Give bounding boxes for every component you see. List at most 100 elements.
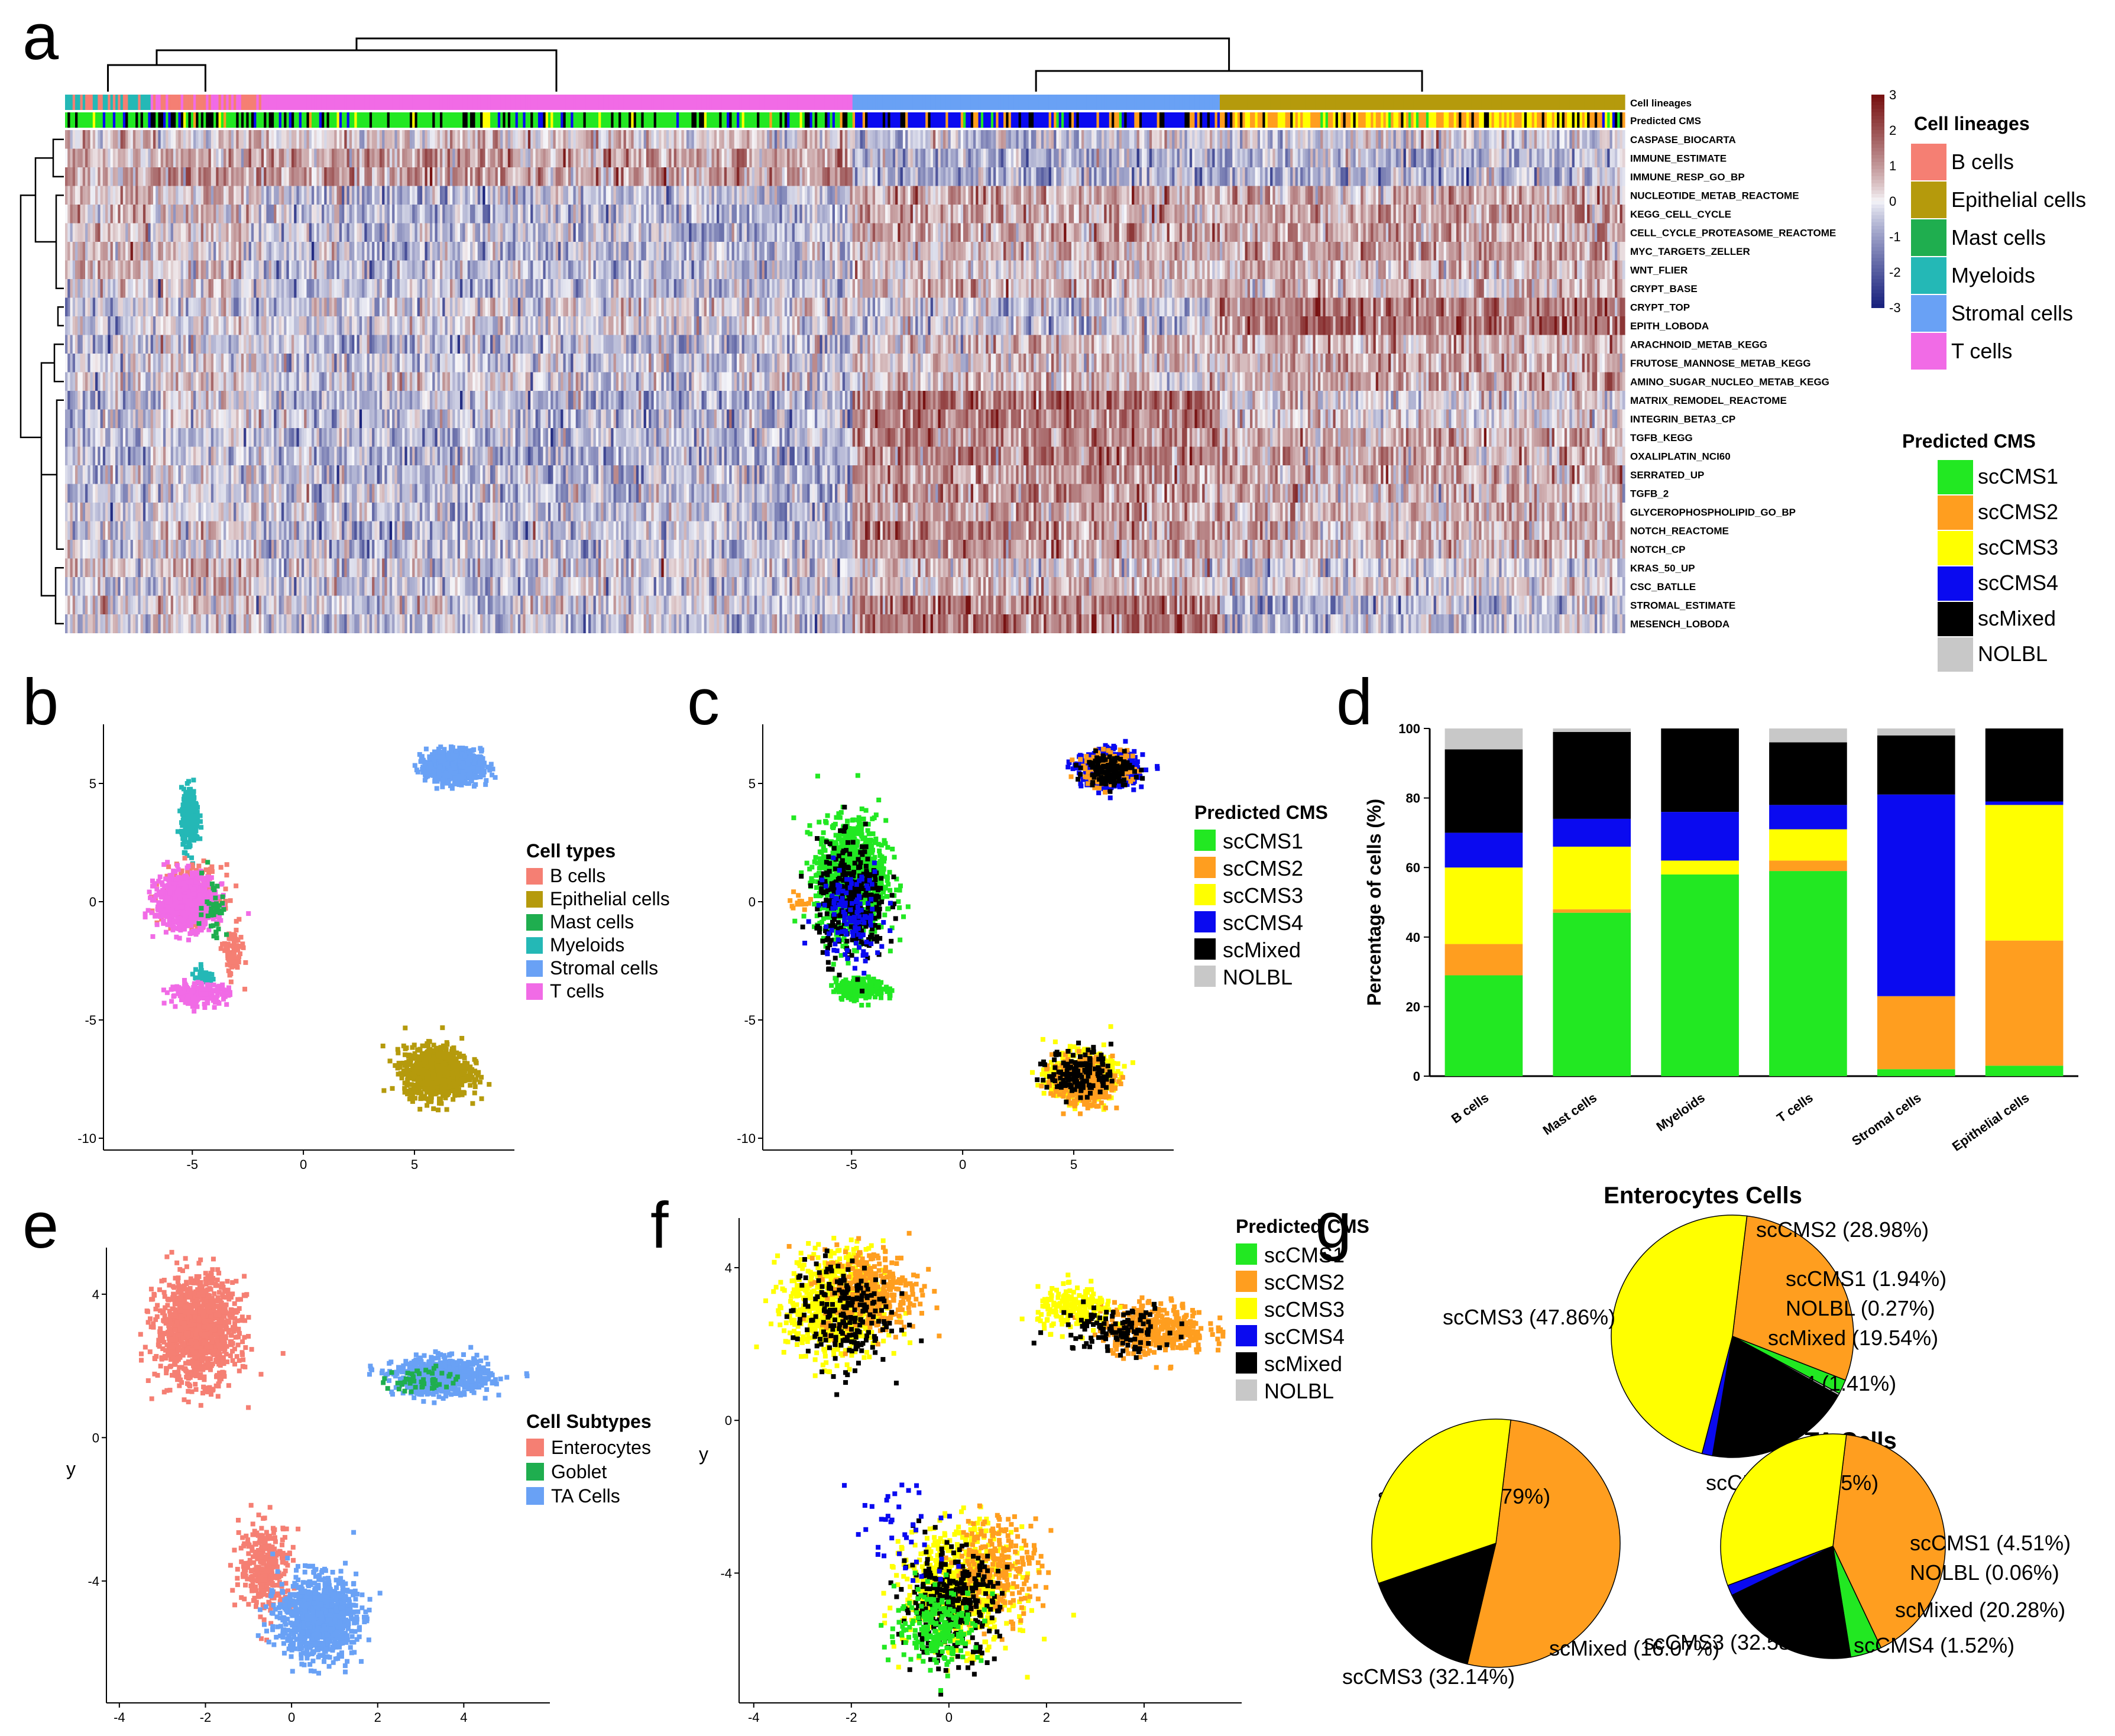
heatmap-cell — [85, 130, 88, 149]
heatmap-cell — [120, 558, 124, 578]
heatmap-cell — [457, 540, 461, 559]
heatmap-cell — [274, 297, 277, 317]
heatmap-cell — [85, 205, 88, 224]
heatmap-cell — [465, 428, 468, 447]
heatmap-cell — [153, 446, 156, 466]
heatmap-cell — [115, 316, 118, 335]
heatmap-cell — [477, 167, 481, 186]
heatmap-cell — [67, 521, 71, 540]
heatmap-cell — [135, 260, 138, 280]
heatmap-cell — [234, 484, 237, 503]
heatmap-cell — [429, 354, 433, 373]
heatmap-cell — [145, 558, 149, 578]
heatmap-cell — [241, 540, 244, 559]
heatmap-cell — [487, 484, 491, 503]
heatmap-cell — [439, 372, 443, 391]
heatmap-cell — [372, 521, 375, 540]
heatmap-cell — [387, 372, 390, 391]
heatmap-cell — [176, 558, 179, 578]
heatmap-cell — [88, 354, 91, 373]
heatmap-cell — [186, 372, 189, 391]
heatmap-cell — [216, 186, 219, 205]
annotation-cell — [98, 95, 101, 110]
heatmap-cell — [224, 372, 226, 391]
heatmap-cell — [148, 279, 151, 298]
heatmap-cell — [236, 540, 239, 559]
heatmap-cell — [467, 465, 471, 484]
heatmap-cell — [344, 316, 348, 335]
heatmap-cell — [102, 223, 106, 242]
heatmap-cell — [354, 372, 358, 391]
heatmap-cell — [102, 130, 106, 149]
heatmap-cell — [437, 297, 441, 317]
heatmap-cell — [329, 186, 332, 205]
heatmap-cell — [346, 428, 350, 447]
heatmap-cell — [228, 558, 232, 578]
heatmap-cell — [67, 372, 71, 391]
heatmap-cell — [132, 558, 136, 578]
heatmap-cell — [208, 242, 212, 261]
heatmap-cell — [231, 354, 234, 373]
heatmap-cell — [70, 148, 73, 168]
heatmap-cell — [110, 186, 114, 205]
heatmap-cell — [281, 503, 284, 522]
heatmap-cell — [447, 391, 451, 410]
heatmap-cell — [102, 409, 106, 429]
heatmap-cell — [210, 279, 214, 298]
heatmap-cell — [324, 577, 328, 596]
heatmap-cell — [170, 614, 174, 633]
heatmap-cell — [452, 558, 456, 578]
heatmap-cell — [319, 446, 322, 466]
heatmap-cell — [108, 354, 111, 373]
annotation-cell — [130, 95, 134, 110]
heatmap-cell — [166, 521, 169, 540]
heatmap-cell — [359, 335, 362, 354]
annotation-cell — [480, 95, 483, 110]
heatmap-cell — [352, 260, 355, 280]
heatmap-cell — [246, 428, 250, 447]
heatmap-cell — [447, 521, 451, 540]
heatmap-cell — [100, 391, 103, 410]
heatmap-cell — [362, 354, 365, 373]
heatmap-cell — [472, 335, 476, 354]
heatmap-cell — [369, 446, 373, 466]
heatmap-cell — [75, 167, 78, 186]
heatmap-cell — [296, 130, 300, 149]
heatmap-cell — [321, 484, 325, 503]
annotation-cell — [379, 95, 383, 110]
heatmap-cell — [409, 614, 413, 633]
heatmap-cell — [429, 223, 433, 242]
heatmap-cell — [419, 372, 423, 391]
heatmap-cell — [465, 409, 468, 429]
heatmap-cell — [118, 409, 121, 429]
heatmap-cell — [427, 260, 430, 280]
heatmap-cell — [379, 558, 383, 578]
heatmap-cell — [108, 558, 111, 578]
heatmap-cell — [299, 186, 302, 205]
annotation-cell — [218, 112, 222, 128]
heatmap-cell — [349, 205, 352, 224]
heatmap-cell — [387, 409, 390, 429]
heatmap-cell — [153, 409, 156, 429]
heatmap-cell — [289, 595, 292, 615]
heatmap-cell — [404, 242, 408, 261]
heatmap-cell — [180, 223, 184, 242]
heatmap-cell — [452, 446, 456, 466]
heatmap-cell — [291, 148, 294, 168]
heatmap-cell — [319, 297, 322, 317]
heatmap-cell — [364, 540, 368, 559]
heatmap-cell — [163, 540, 166, 559]
heatmap-cell — [183, 577, 186, 596]
heatmap-cell — [482, 260, 486, 280]
dendro-branch — [53, 344, 64, 383]
heatmap-cell — [437, 205, 441, 224]
heatmap-cell — [472, 260, 476, 280]
heatmap-cell — [336, 205, 340, 224]
heatmap-cell — [148, 372, 151, 391]
heatmap-cell — [200, 484, 204, 503]
heatmap-cell — [95, 503, 98, 522]
heatmap-cell — [284, 540, 287, 559]
heatmap-cell — [100, 521, 103, 540]
heatmap-cell — [490, 521, 493, 540]
heatmap-cell — [178, 372, 182, 391]
